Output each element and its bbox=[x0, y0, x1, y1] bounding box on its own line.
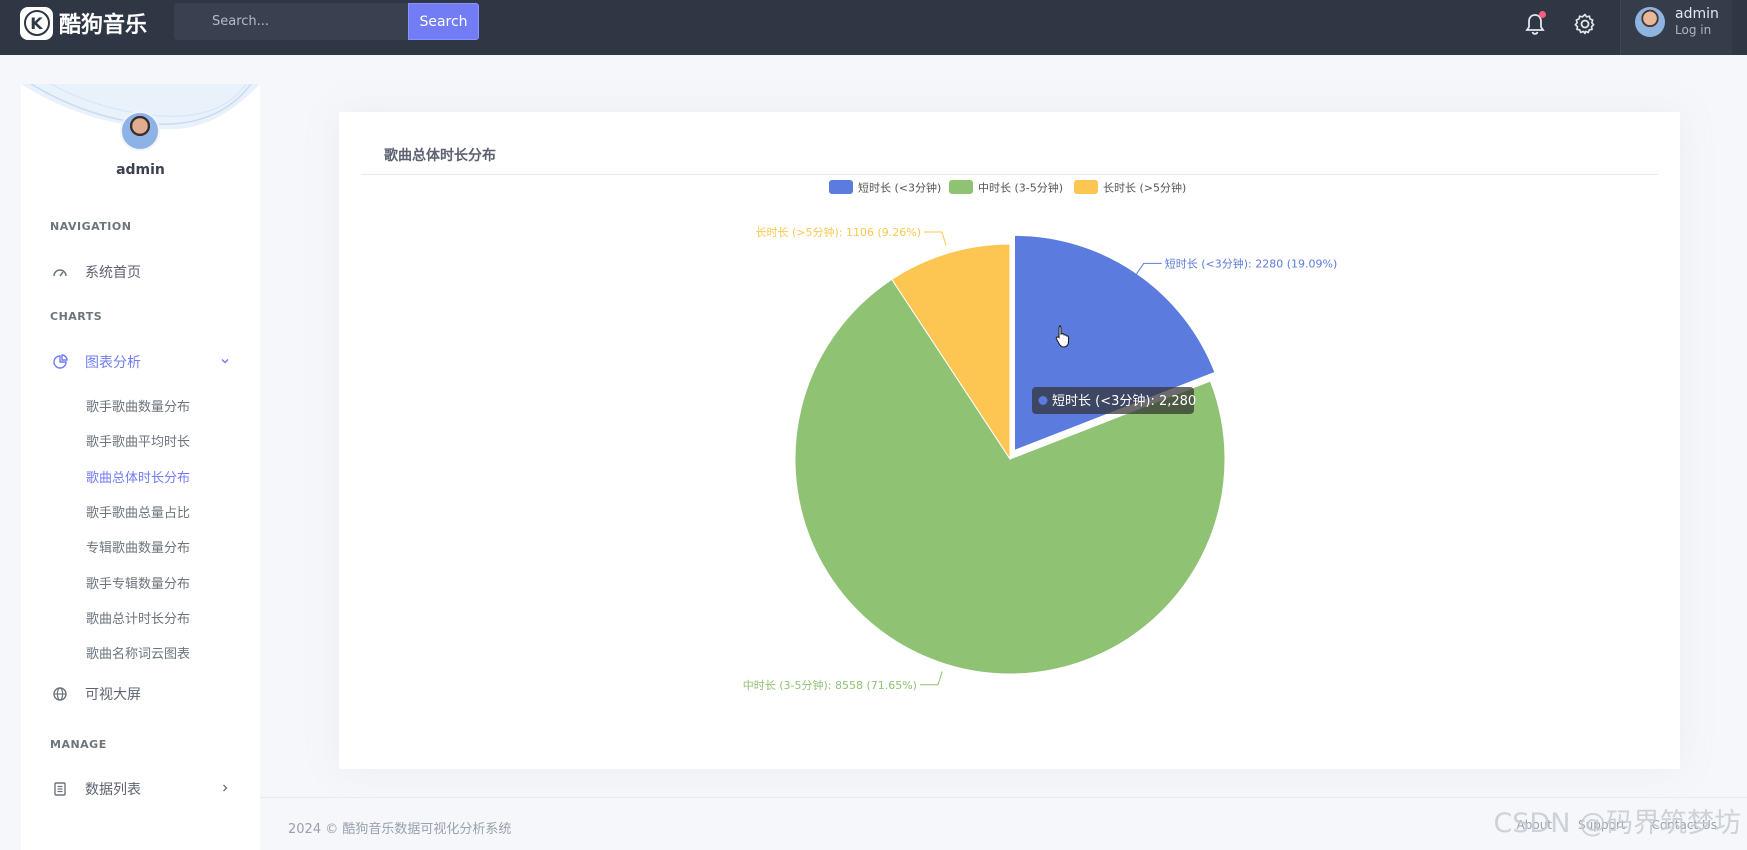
pie-slice bbox=[891, 243, 1011, 461]
sidebar-item-label: 数据列表 bbox=[85, 782, 141, 798]
label-leader-line bbox=[924, 231, 947, 246]
chart-tooltip: 短时长 (<3分钟): 2,280 bbox=[1032, 325, 1196, 414]
section-title-navigation: NAVIGATION bbox=[50, 220, 132, 233]
left-sidebar: admin NAVIGATION 系统首页 CHARTS 图表分析 歌手歌曲数量… bbox=[21, 84, 260, 850]
pie-slice bbox=[794, 278, 1226, 675]
chevron-right-icon bbox=[223, 784, 228, 792]
tooltip-box: 短时长 (<3分钟): 2,280 bbox=[1032, 387, 1196, 414]
notification-dot bbox=[1539, 11, 1546, 18]
legend-item: 长时长 (>5分钟) bbox=[1074, 180, 1186, 195]
legend-swatch bbox=[829, 180, 853, 194]
pie-slices bbox=[794, 234, 1226, 675]
search-input[interactable] bbox=[174, 3, 408, 40]
card-title: 歌曲总体时长分布 bbox=[384, 148, 496, 164]
user-status: Log in bbox=[1675, 23, 1712, 37]
sidebar-subitem[interactable]: 专辑歌曲数量分布 bbox=[86, 541, 191, 556]
label-leader-line bbox=[919, 671, 943, 686]
sidebar-subitem[interactable]: 歌手歌曲平均时长 bbox=[86, 435, 191, 450]
slice-label: 中时长 (3-5分钟): 8558 (71.65%) bbox=[743, 678, 917, 692]
search-button[interactable]: Search bbox=[408, 3, 479, 40]
sidebar-username: admin bbox=[116, 162, 165, 178]
notification-bell-icon[interactable] bbox=[1522, 11, 1548, 37]
search-bar: Search bbox=[174, 3, 479, 40]
pie-chart-icon bbox=[53, 354, 68, 369]
user-name: admin bbox=[1675, 6, 1719, 22]
slice-label: 长时长 (>5分钟): 1106 (9.26%) bbox=[756, 225, 922, 239]
footer-link-about[interactable]: About bbox=[1516, 818, 1553, 832]
legend-label: 中时长 (3-5分钟) bbox=[978, 181, 1063, 195]
sidebar-item-bigscreen[interactable]: 可视大屏 bbox=[21, 679, 260, 709]
footer-link-contact[interactable]: Contact Us bbox=[1651, 818, 1717, 832]
settings-gear-icon[interactable] bbox=[1572, 11, 1598, 37]
sidebar-subitem[interactable]: 歌手专辑数量分布 bbox=[86, 577, 191, 592]
sidebar-item-charts[interactable]: 图表分析 bbox=[21, 347, 260, 377]
legend-item: 短时长 (<3分钟) bbox=[829, 180, 941, 195]
chart-legend: 短时长 (<3分钟) 中时长 (3-5分钟) 长时长 (>5分钟) bbox=[829, 180, 1186, 195]
sidebar-item-label: 图表分析 bbox=[85, 355, 141, 371]
watermark-text: CSDN @码界筑梦坊 bbox=[1493, 808, 1741, 839]
sidebar-subitem[interactable]: 歌手歌曲总量占比 bbox=[86, 506, 191, 521]
slice-label: 短时长 (<3分钟): 2280 (19.09%) bbox=[1165, 256, 1338, 270]
legend-swatch bbox=[949, 180, 973, 194]
label-leader-line bbox=[1135, 262, 1162, 276]
user-menu[interactable]: admin Log in bbox=[1620, 0, 1732, 55]
sidebar-subitem-active[interactable]: 歌曲总体时长分布 bbox=[86, 471, 191, 486]
document-list-icon bbox=[54, 782, 66, 796]
logo-icon: K bbox=[20, 6, 53, 40]
user-avatar bbox=[1635, 7, 1665, 37]
card-divider bbox=[361, 174, 1658, 175]
pie-chart[interactable]: 短时长 (<3分钟) 中时长 (3-5分钟) 长时长 (>5分钟) 短时长 (<3分… bbox=[339, 112, 1680, 769]
legend-swatch bbox=[1074, 180, 1098, 194]
top-navbar: K 酷狗音乐 Search admin Log in bbox=[0, 0, 1747, 55]
tooltip-background bbox=[1032, 387, 1194, 414]
legend-label: 长时长 (>5分钟) bbox=[1103, 181, 1186, 195]
chevron-down-icon bbox=[221, 359, 229, 364]
sidebar-wave-decoration bbox=[21, 84, 260, 130]
page-footer: 2024 © 酷狗音乐数据可视化分析系统 About Support Conta… bbox=[260, 797, 1747, 850]
legend-label: 短时长 (<3分钟) bbox=[858, 181, 941, 195]
globe-icon bbox=[53, 687, 67, 701]
sidebar-item-label: 可视大屏 bbox=[85, 687, 141, 703]
section-title-manage: MANAGE bbox=[50, 738, 107, 751]
section-title-charts: CHARTS bbox=[50, 310, 103, 323]
footer-link-support[interactable]: Support bbox=[1578, 818, 1626, 832]
brand-logo[interactable]: K 酷狗音乐 bbox=[20, 6, 147, 40]
hand-cursor-icon bbox=[1055, 325, 1070, 348]
sidebar-item-label: 系统首页 bbox=[85, 265, 141, 281]
pie-labels: 短时长 (<3分钟): 2280 (19.09%) 中时长 (3-5分钟): 85… bbox=[743, 225, 1338, 692]
speedometer-icon bbox=[53, 269, 67, 277]
sidebar-subitem[interactable]: 歌手歌曲数量分布 bbox=[86, 400, 191, 415]
tooltip-text: 短时长 (<3分钟): 2,280 bbox=[1052, 393, 1196, 409]
sidebar-item-home[interactable]: 系统首页 bbox=[21, 257, 260, 287]
sidebar-item-datalist[interactable]: 数据列表 bbox=[21, 774, 260, 804]
sidebar-subitem[interactable]: 歌曲总计时长分布 bbox=[86, 612, 191, 627]
sidebar-subitem[interactable]: 歌曲名称词云图表 bbox=[86, 647, 191, 662]
chart-card: 歌曲总体时长分布 短时长 (<3分钟) 中时长 (3-5分钟) 长时长 (>5分钟)… bbox=[339, 112, 1680, 769]
tooltip-marker bbox=[1038, 396, 1048, 405]
footer-copyright: 2024 © 酷狗音乐数据可视化分析系统 bbox=[288, 822, 512, 837]
legend-item: 中时长 (3-5分钟) bbox=[949, 180, 1063, 195]
sidebar-avatar[interactable] bbox=[120, 111, 160, 151]
brand-name: 酷狗音乐 bbox=[59, 13, 148, 38]
footer-links: About Support Contact Us bbox=[1517, 818, 1717, 832]
